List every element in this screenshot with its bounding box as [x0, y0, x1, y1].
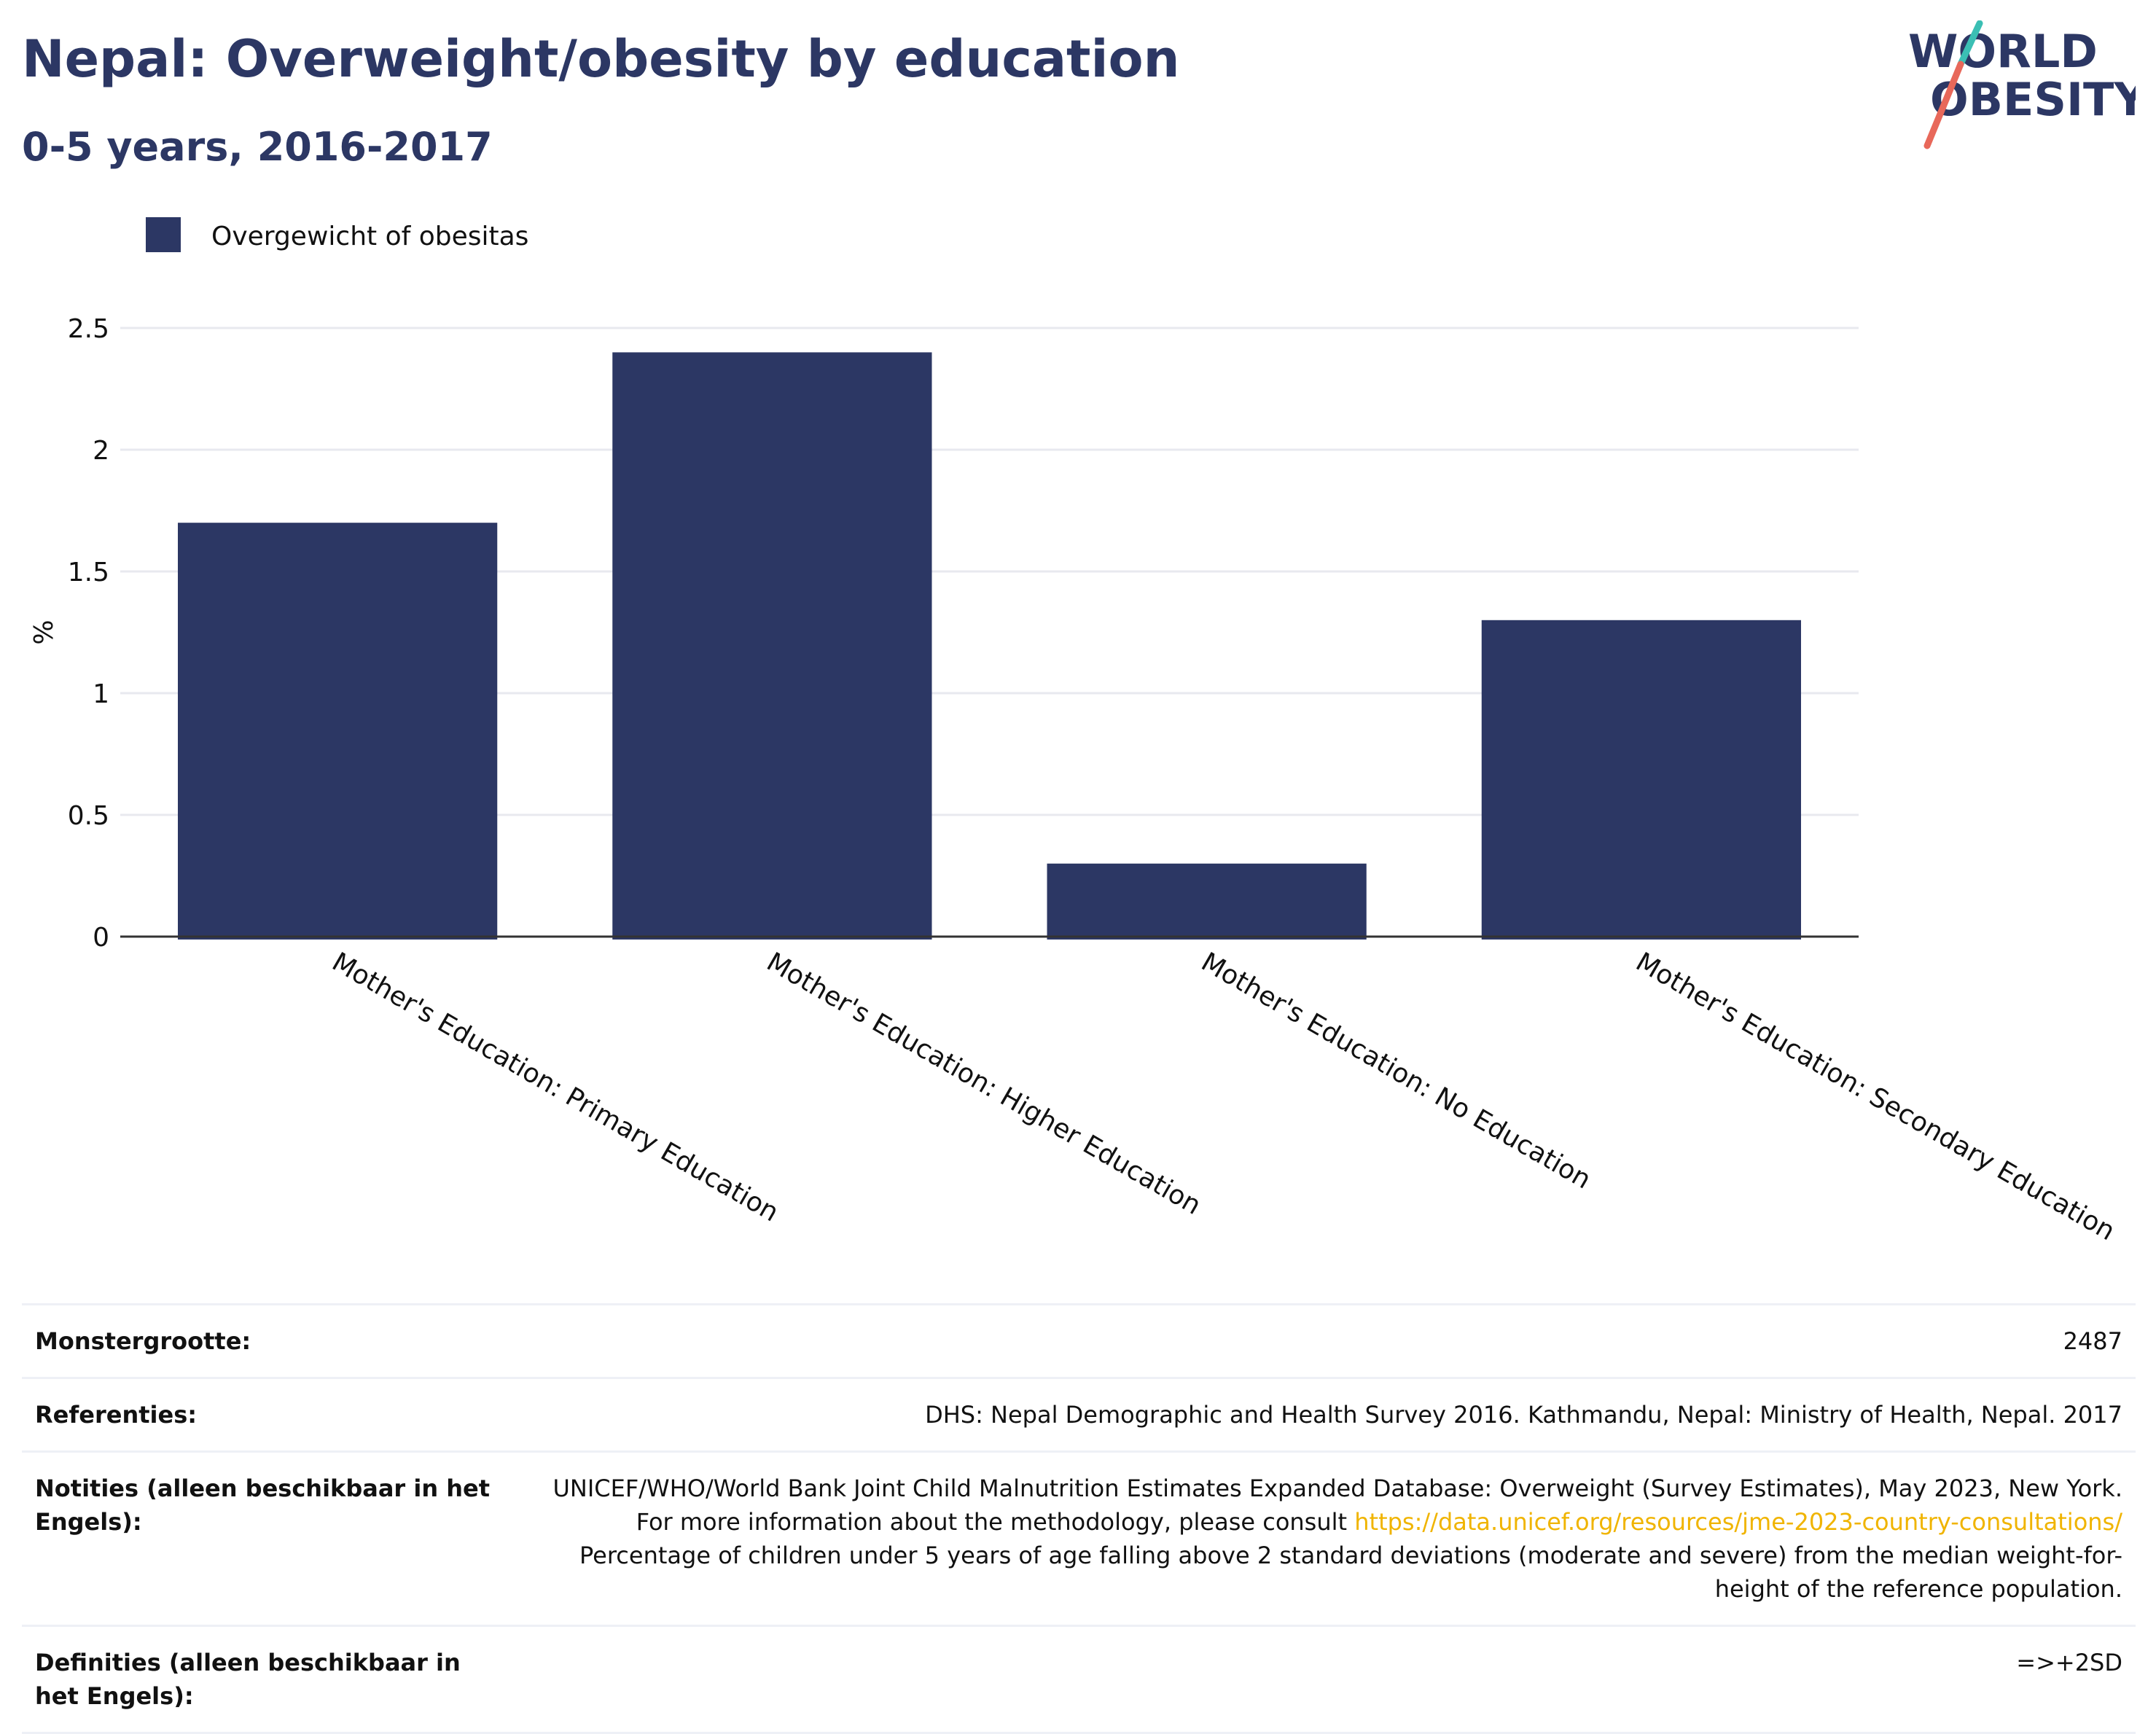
bar [178, 523, 498, 940]
metadata-table: Monstergrootte: 2487 Referenties: DHS: N… [22, 1303, 2136, 1734]
bar [612, 352, 932, 940]
bars [178, 352, 1801, 940]
meta-label: Referenties: [22, 1377, 515, 1452]
y-tick-label: 0.5 [68, 801, 109, 831]
notes-text-post: Percentage of children under 5 years of … [579, 1542, 2122, 1603]
legend: Overgewicht of obesitas [146, 217, 528, 252]
y-tick-label: 2.5 [68, 314, 109, 344]
meta-value: DHS: Nepal Demographic and Health Survey… [515, 1377, 2136, 1452]
x-tick-label: Mother's Education: No Education [1196, 947, 1595, 1195]
meta-value: UNICEF/WHO/World Bank Joint Child Malnut… [515, 1450, 2136, 1626]
x-tick-label: Mother's Education: Primary Education [327, 947, 784, 1227]
y-axis-label: % [29, 620, 59, 644]
meta-label: Definities (alleen beschikbaar in het En… [22, 1625, 515, 1734]
x-tick-label: Mother's Education: Higher Education [762, 947, 1206, 1221]
meta-row-notes: Notities (alleen beschikbaar in het Enge… [22, 1450, 2136, 1626]
meta-label: Monstergrootte: [22, 1303, 515, 1378]
y-tick-label: 0 [93, 923, 109, 953]
legend-label: Overgewicht of obesitas [211, 222, 528, 251]
logo-line-world: WORLD [1908, 25, 2098, 78]
meta-value: 2487 [515, 1303, 2136, 1378]
x-axis-labels: Mother's Education: Primary EducationMot… [327, 947, 2120, 1246]
notes-text-pre: UNICEF/WHO/World Bank Joint Child Malnut… [552, 1475, 2123, 1536]
y-axis-ticks: 0 0.5 1 1.5 2 2.5 [68, 314, 109, 953]
meta-row-references: Referenties: DHS: Nepal Demographic and … [22, 1377, 2136, 1452]
chart-title: Nepal: Overweight/obesity by education [22, 29, 1180, 89]
y-tick-label: 1.5 [68, 558, 109, 587]
logo-slash-red [1923, 60, 1964, 149]
bar [1047, 863, 1367, 940]
y-tick-label: 1 [93, 679, 109, 709]
meta-row-definitions: Definities (alleen beschikbaar in het En… [22, 1625, 2136, 1734]
methodology-link[interactable]: https://data.unicef.org/resources/jme-20… [1354, 1508, 2122, 1536]
world-obesity-logo: WORLD OBESITY [1908, 20, 2136, 149]
x-tick-label: Mother's Education: Secondary Education [1630, 947, 2120, 1246]
bar-chart: Overgewicht of obesitas 0 0.5 1 1.5 2 2.5 Mot… [29, 217, 2120, 1246]
meta-row-sample-size: Monstergrootte: 2487 [22, 1303, 2136, 1378]
chart-subtitle: 0-5 years, 2016-2017 [22, 124, 493, 170]
meta-label: Notities (alleen beschikbaar in het Enge… [22, 1450, 515, 1626]
y-tick-label: 2 [93, 436, 109, 466]
logo-slash-teal [1957, 20, 1983, 68]
logo-line-obesity: OBESITY [1930, 73, 2136, 126]
meta-value: =>+2SD [515, 1625, 2136, 1734]
legend-swatch [146, 217, 181, 252]
bar [1481, 620, 1801, 940]
